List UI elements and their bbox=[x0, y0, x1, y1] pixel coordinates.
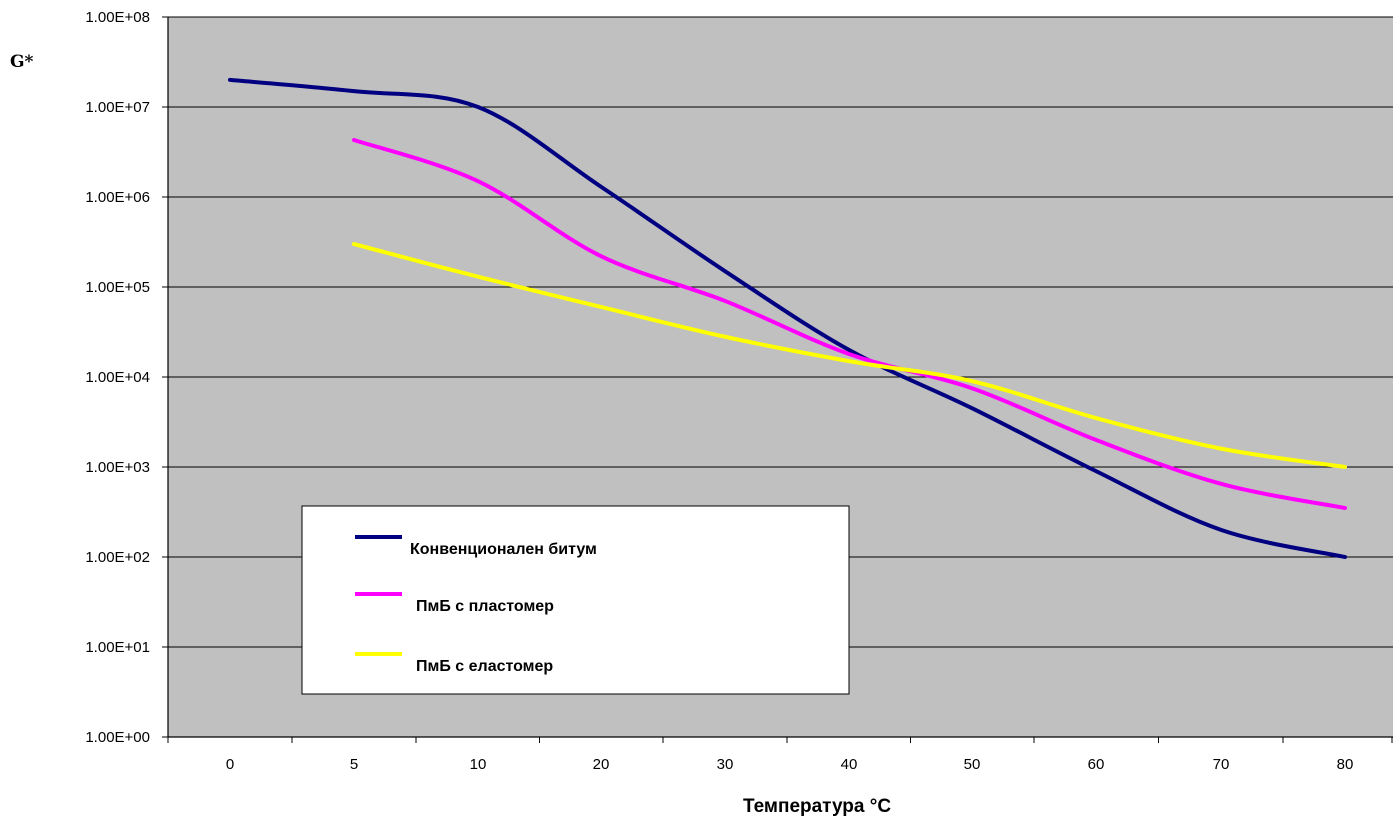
y-tick-label: 1.00E+00 bbox=[85, 729, 150, 746]
x-tick-label: 60 bbox=[1088, 756, 1105, 773]
x-tick-label: 30 bbox=[717, 756, 734, 773]
series-line-1 bbox=[228, 77, 1347, 559]
y-axis-ticks: 1.00E+00 1.00E+01 1.00E+02 1.00E+03 1.00E+04… bbox=[85, 9, 168, 746]
y-axis-title: G* bbox=[10, 52, 34, 72]
legend-label: ПмБ с еластомер bbox=[416, 658, 553, 675]
x-axis-ticks: 0 5 10 20 30 40 50 60 70 80 bbox=[167, 737, 1393, 773]
x-tick-label: 50 bbox=[964, 756, 981, 773]
x-tick-label: 20 bbox=[593, 756, 610, 773]
y-tick-label: 1.00E+03 bbox=[85, 459, 150, 476]
series-lines bbox=[228, 77, 1347, 559]
y-tick-label: 1.00E+07 bbox=[85, 99, 150, 116]
x-tick-label: 0 bbox=[226, 756, 234, 773]
y-tick-label: 1.00E+02 bbox=[85, 549, 150, 566]
y-tick-label: 1.00E+01 bbox=[85, 639, 150, 656]
y-tick-label: 1.00E+08 bbox=[85, 9, 150, 26]
x-tick-label: 40 bbox=[841, 756, 858, 773]
legend-label: ПмБ с пластомер bbox=[416, 598, 554, 615]
series-line-3 bbox=[352, 242, 1347, 469]
y-tick-label: 1.00E+05 bbox=[85, 279, 150, 296]
legend-box bbox=[301, 505, 850, 695]
x-tick-label: 5 bbox=[350, 756, 358, 773]
series-line-2 bbox=[352, 137, 1347, 511]
legend: Конвенционален битум ПмБ с пластомер ПмБ с… bbox=[301, 505, 850, 695]
y-tick-label: 1.00E+04 bbox=[85, 369, 150, 386]
legend-label: Конвенционален битум bbox=[410, 541, 597, 558]
y-tick-label: 1.00E+06 bbox=[85, 189, 150, 206]
x-axis-title: Температура °C bbox=[743, 796, 891, 817]
x-tick-label: 70 bbox=[1213, 756, 1230, 773]
x-tick-label: 10 bbox=[470, 756, 487, 773]
x-tick-label: 80 bbox=[1337, 756, 1354, 773]
